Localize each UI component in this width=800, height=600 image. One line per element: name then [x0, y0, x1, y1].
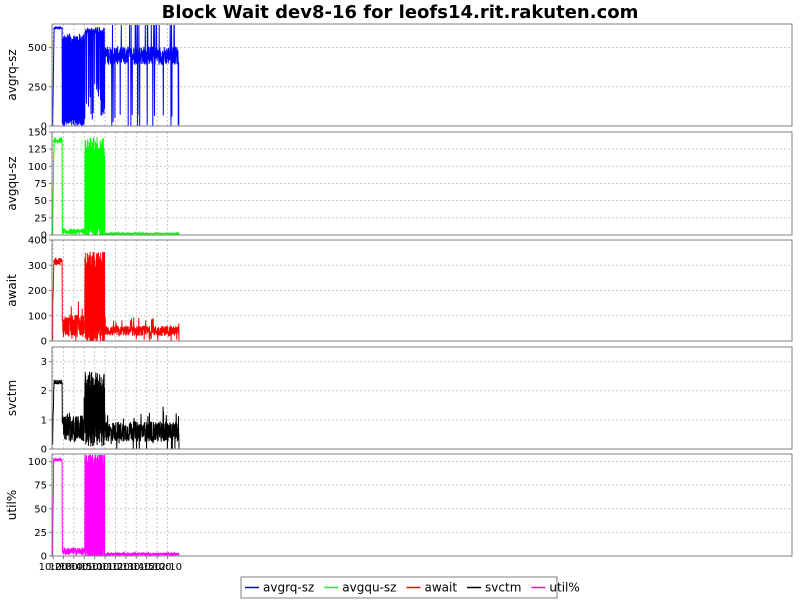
legend-label: await — [424, 581, 457, 595]
y-tick-label: 150 — [28, 128, 47, 139]
x-tick-label: 11:40 — [122, 562, 151, 573]
panel-background — [52, 24, 792, 126]
x-tick-label: 10:20 — [39, 562, 68, 573]
y-tick-label: 0 — [41, 552, 47, 563]
panel-utilpct: 0 25 50 75 100 util% — [5, 453, 793, 563]
y-tick-label: 0 — [41, 445, 47, 456]
legend-label: avgqu-sz — [342, 581, 396, 595]
legend-label: util% — [549, 581, 579, 595]
y-axis-label: util% — [5, 490, 19, 520]
legend-item-await: await — [406, 581, 457, 595]
y-tick-label: 125 — [28, 145, 47, 156]
y-tick-label: 0 — [41, 337, 47, 348]
y-axis-label: svctm — [5, 380, 19, 416]
x-tick-label: 10:50 — [70, 562, 99, 573]
y-tick-label: 0 — [41, 231, 47, 242]
y-tick-label: 2 — [41, 386, 47, 397]
panel-frame — [51, 131, 793, 236]
x-tick-label: 11:10 — [91, 562, 120, 573]
panel-avgrq-sz: 0 250 500 avgrq-sz — [5, 23, 793, 133]
y-tick-label: 3 — [41, 357, 47, 368]
x-tick-label: 12:00 — [143, 562, 172, 573]
legend-item-utilpct: util% — [531, 581, 580, 595]
panels: 0250500avgrq-sz0255075100125150avgqu-sz0… — [5, 23, 793, 563]
y-tick-label: 25 — [34, 528, 47, 539]
y-tick-label: 0 — [41, 122, 47, 133]
legend-item-avgqu-sz: avgqu-sz — [324, 581, 396, 595]
x-tick-label: 11:50 — [132, 562, 161, 573]
y-tick-label: 25 — [34, 213, 47, 224]
panel-background — [52, 454, 792, 556]
legend-box — [240, 576, 558, 599]
y-tick-label: 300 — [28, 261, 47, 272]
y-tick-label: 75 — [34, 481, 47, 492]
x-tick-label: 12:10 — [153, 562, 182, 573]
y-tick-label: 400 — [28, 236, 47, 247]
panel-await: 0 100 200 300 400 await — [5, 236, 793, 348]
legend-item-avgrq-sz: avgrq-sz — [245, 581, 314, 595]
y-axis-label: avgrq-sz — [5, 49, 19, 100]
x-tick-label: 11:30 — [111, 562, 140, 573]
panel-frame — [51, 453, 793, 557]
chart-title: Block Wait dev8-16 for leofs14.rit.rakut… — [162, 2, 639, 23]
y-axis-label: avgqu-sz — [5, 156, 19, 210]
y-axis-label: await — [5, 274, 19, 307]
x-tick-label: 10:40 — [59, 562, 88, 573]
y-tick-label: 75 — [34, 179, 47, 190]
legend: avgrq-sz avgqu-sz await svctm util% — [240, 576, 580, 599]
y-tick-label: 100 — [28, 162, 47, 173]
panel-svctm: 0 1 2 3 svctm — [5, 346, 793, 456]
panel-frame — [51, 23, 793, 127]
y-tick-label: 1 — [41, 415, 47, 426]
legend-label: avgrq-sz — [263, 581, 314, 595]
y-tick-label: 250 — [28, 82, 47, 93]
y-tick-label: 500 — [28, 43, 47, 54]
legend-item-svctm: svctm — [467, 581, 521, 595]
panel-avgqu-sz: 0 25 50 75 100 125 150 avgqu-sz — [5, 128, 793, 242]
panel-frame — [51, 346, 793, 450]
y-tick-label: 200 — [28, 286, 47, 297]
y-tick-label: 100 — [28, 311, 47, 322]
x-tick-label: 11:20 — [101, 562, 130, 573]
x-axis: 10:2010:3010:4010:5011:0011:1011:2011:30… — [39, 556, 182, 573]
x-tick-label: 10:30 — [49, 562, 78, 573]
x-tick-label: 11:00 — [80, 562, 109, 573]
y-tick-label: 50 — [34, 196, 47, 207]
legend-label: svctm — [485, 581, 521, 595]
panel-frame — [51, 239, 793, 342]
y-tick-label: 50 — [34, 504, 47, 515]
y-tick-label: 100 — [28, 457, 47, 468]
